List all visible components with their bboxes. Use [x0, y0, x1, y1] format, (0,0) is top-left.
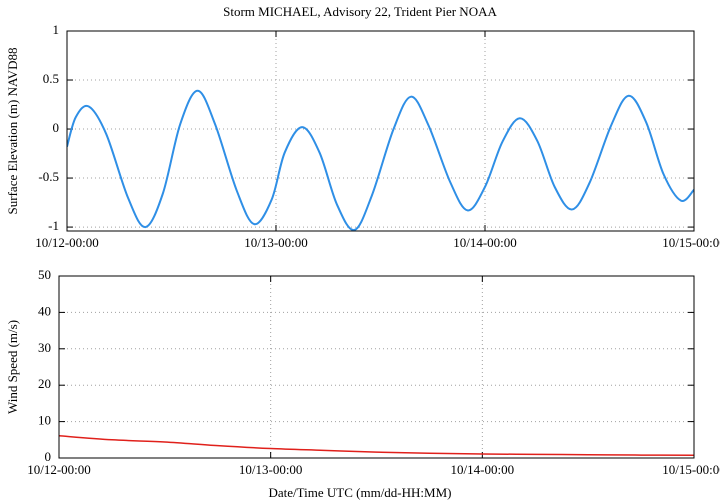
y-tick-label: 50 [38, 267, 51, 282]
x-tick-label: 10/15-00:00 [662, 235, 720, 250]
y-axis-label: Surface Elevation (m) NAVD88 [5, 48, 20, 215]
x-tick-label: 10/13-00:00 [244, 235, 308, 250]
y-tick-label: 0 [45, 449, 52, 464]
data-line [67, 89, 694, 231]
x-tick-label: 10/13-00:00 [239, 462, 303, 477]
y-tick-label: 0 [53, 120, 60, 135]
y-tick-label: -0.5 [38, 169, 59, 184]
y-tick-label: 0.5 [43, 71, 59, 86]
y-tick-label: -1 [48, 218, 59, 233]
x-axis-label: Date/Time UTC (mm/dd-HH:MM) [269, 485, 452, 500]
chart-title: Storm MICHAEL, Advisory 22, Trident Pier… [223, 4, 497, 19]
y-tick-label: 40 [38, 303, 51, 318]
x-tick-label: 10/12-00:00 [35, 235, 99, 250]
x-tick-label: 10/15-00:00 [662, 462, 720, 477]
data-line [59, 435, 694, 457]
x-tick-label: 10/14-00:00 [451, 462, 515, 477]
y-axis-label: Wind Speed (m/s) [5, 320, 20, 414]
y-tick-label: 20 [38, 376, 51, 391]
y-tick-label: 30 [38, 340, 51, 355]
plot-frame [58, 275, 695, 459]
x-tick-label: 10/12-00:00 [27, 462, 91, 477]
plot-frame [66, 30, 695, 232]
x-tick-label: 10/14-00:00 [453, 235, 517, 250]
y-tick-label: 1 [53, 22, 60, 37]
y-tick-label: 10 [38, 413, 51, 428]
